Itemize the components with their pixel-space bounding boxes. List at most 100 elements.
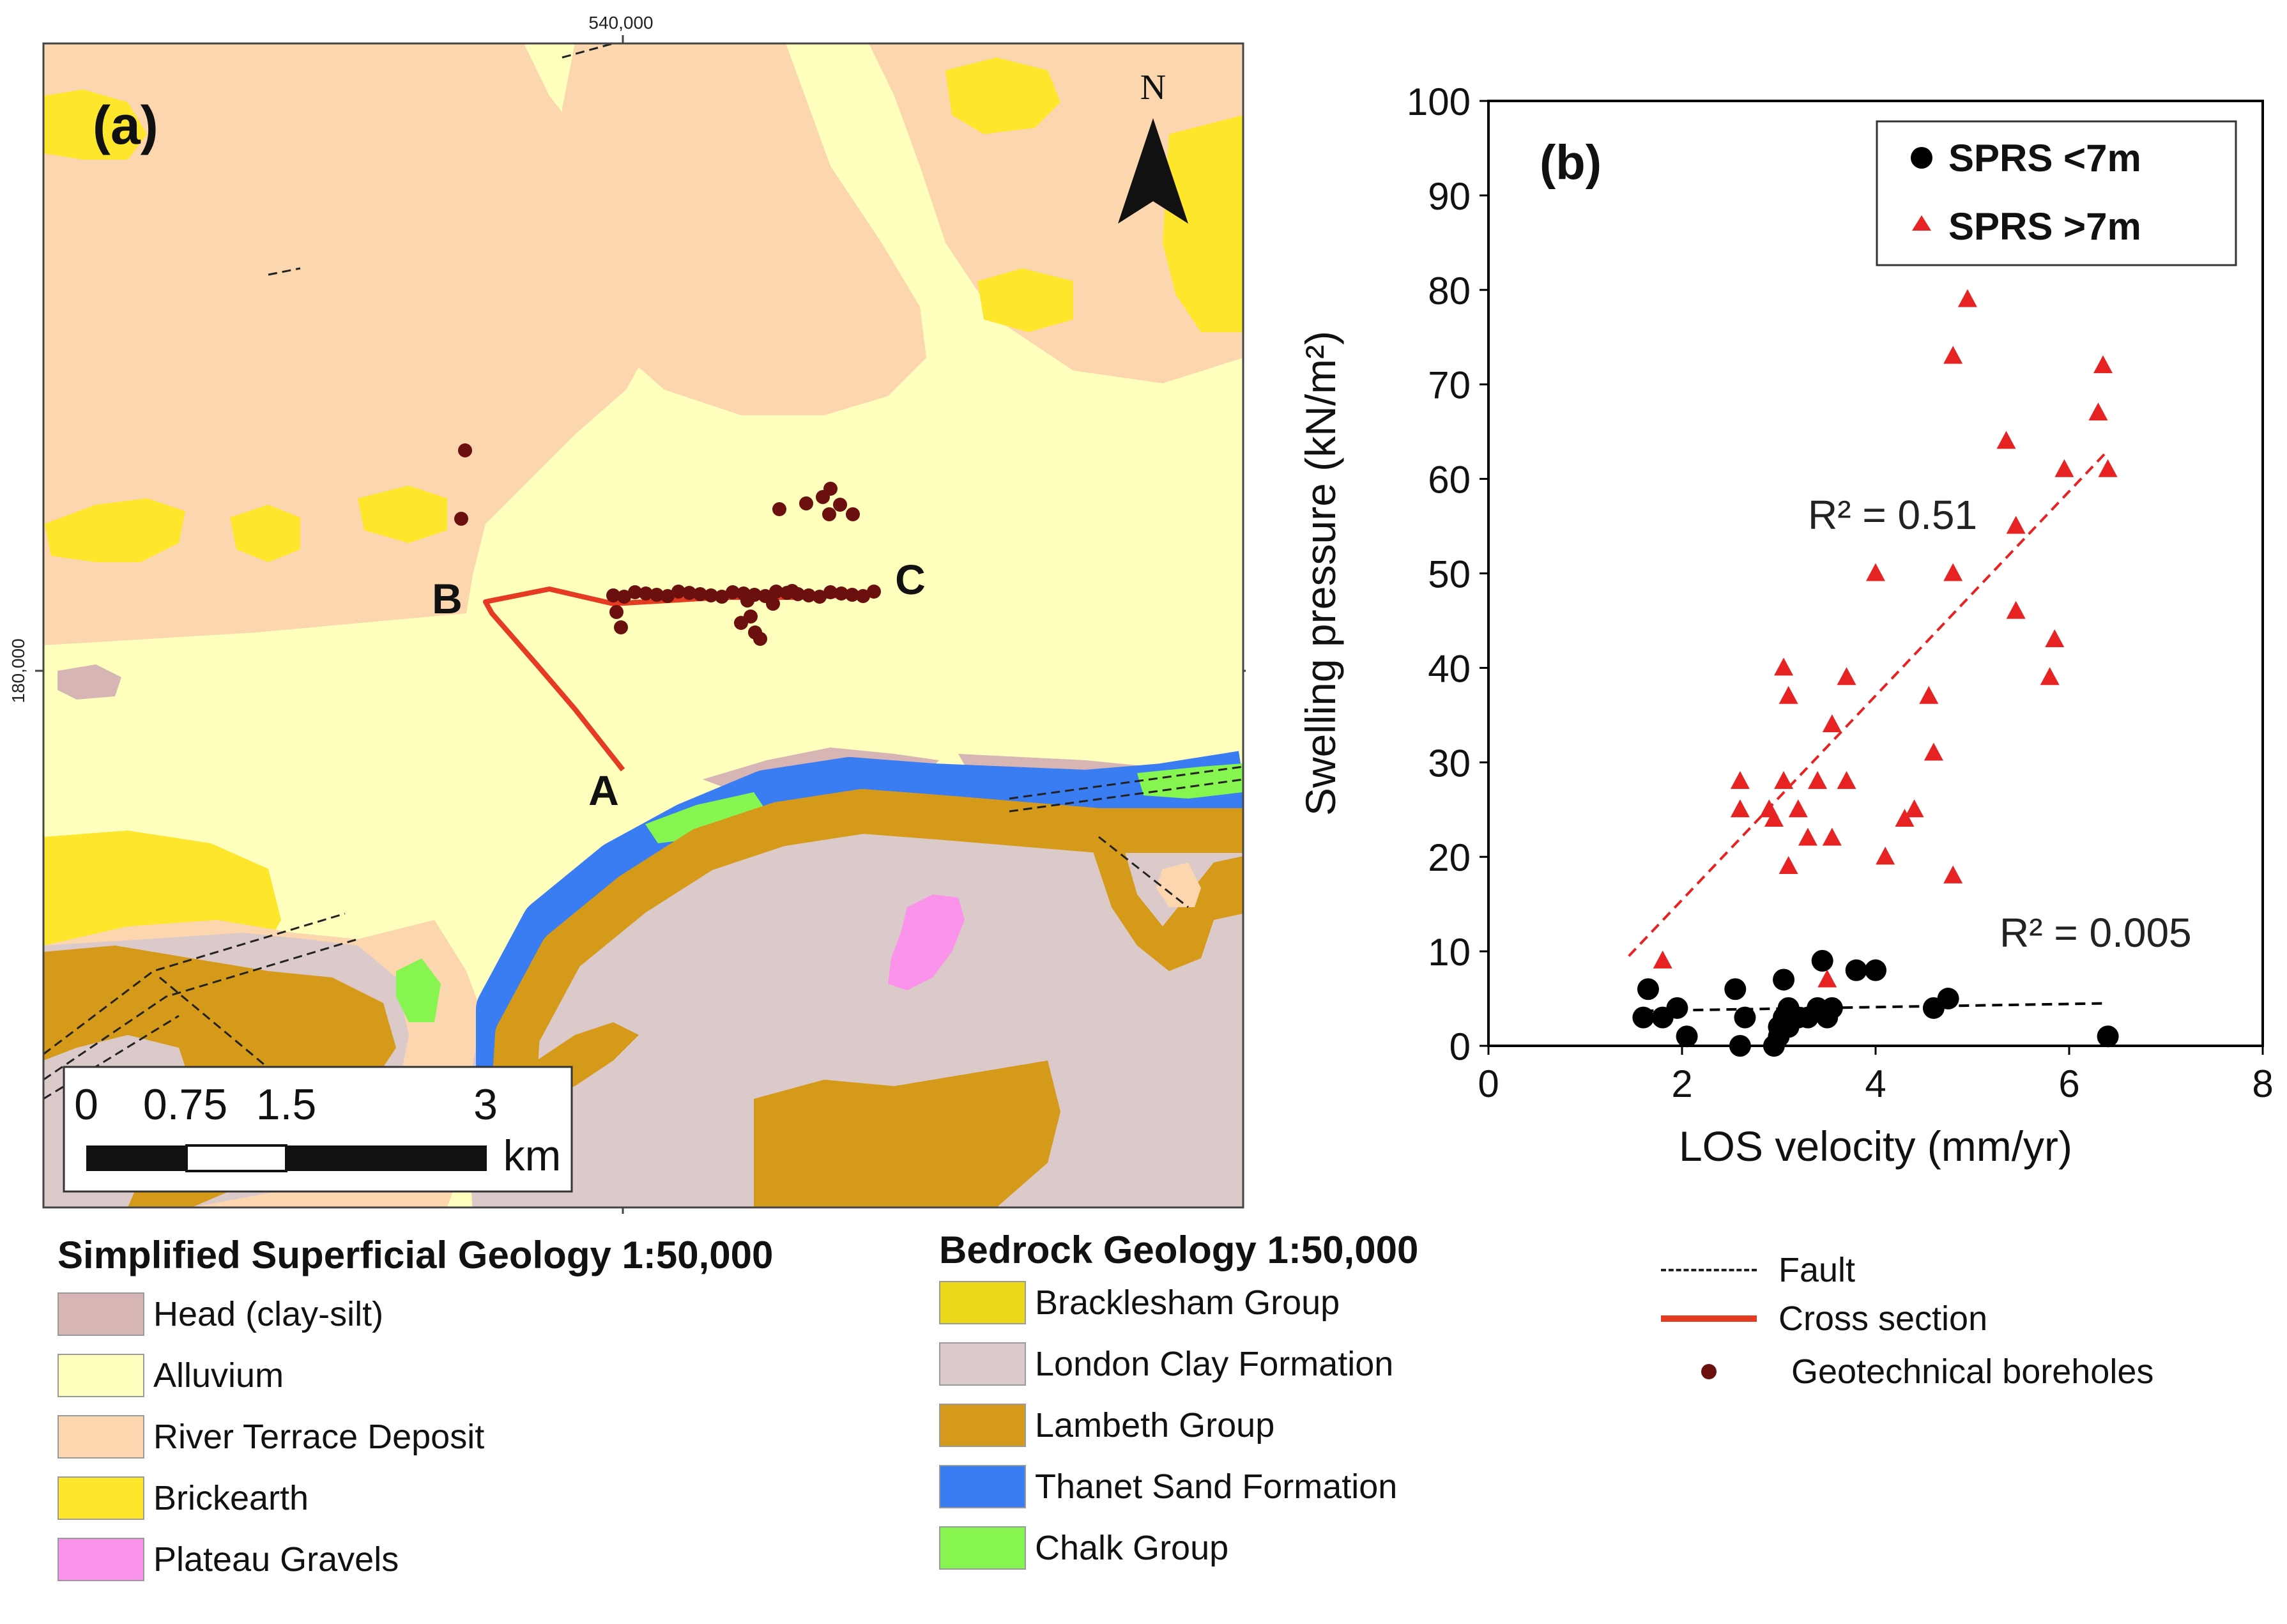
data-point-circle: [1937, 988, 1959, 1010]
borehole-point: [704, 588, 718, 602]
borehole-point: [693, 587, 707, 601]
y-tick-label: 100: [1407, 80, 1471, 123]
fault-lines: [43, 43, 1243, 1100]
borehole-point: [661, 589, 675, 603]
data-point-triangle: [1904, 799, 1924, 818]
borehole-point: [823, 482, 838, 496]
borehole-point: [867, 585, 881, 599]
top-coordinate-label: 540,000: [588, 13, 653, 33]
x-tick-label: 2: [1671, 1062, 1692, 1105]
borehole-point: [822, 507, 836, 521]
scale-tick-0: 0: [74, 1080, 98, 1129]
river-terrace-zone-ne: [869, 43, 1243, 383]
legend-bedrock: Bedrock Geology 1:50,000 Bracklesham Gro…: [939, 1228, 1418, 1579]
river-terrace-zone-se: [1156, 862, 1201, 907]
borehole-point: [766, 597, 780, 611]
data-point-triangle: [1919, 686, 1939, 704]
borehole-point: [639, 586, 653, 601]
y-tick-label: 30: [1428, 742, 1471, 785]
data-point-triangle: [1943, 865, 1963, 884]
legend-swatch: [57, 1538, 144, 1581]
y-tick-label: 20: [1428, 836, 1471, 879]
data-point-triangle: [2006, 601, 2026, 619]
legend-swatch: [57, 1292, 144, 1336]
fault-symbol-icon: [1661, 1269, 1757, 1271]
data-point-triangle: [1653, 950, 1672, 969]
y-axis-label: Swelling pressure (kN/m²): [1297, 331, 1344, 816]
data-point-triangle: [1837, 667, 1856, 686]
legend-swatch: [57, 1476, 144, 1520]
borehole-point: [772, 502, 786, 516]
data-point-triangle: [1943, 563, 1963, 581]
y-tick-label: 80: [1428, 270, 1471, 312]
legend-swatch: [57, 1354, 144, 1397]
data-point-triangle: [1730, 770, 1750, 789]
plateau-gravels-zone: [888, 894, 965, 990]
brickearth-zone-2: [945, 57, 1060, 134]
data-point-triangle: [1876, 846, 1895, 865]
legend-swatch: [939, 1342, 1026, 1386]
legend-bedrock-title: Bedrock Geology 1:50,000: [939, 1229, 1419, 1271]
side-coordinate-label: 180,000: [8, 638, 28, 703]
borehole-point: [813, 590, 827, 604]
legend-item-thanet: Thanet Sand Formation: [939, 1456, 1418, 1517]
legend-item-head: Head (clay-silt): [57, 1283, 773, 1345]
legend-swatch: [939, 1404, 1026, 1447]
chart-panel-label: (b): [1540, 135, 1602, 190]
brickearth-zone-3: [1163, 115, 1243, 332]
data-point-circle: [1734, 1006, 1756, 1029]
brickearth-zone-5: [45, 498, 185, 562]
scale-unit: km: [503, 1131, 562, 1180]
data-point-circle: [1768, 1016, 1790, 1038]
legend-swatch: [939, 1526, 1026, 1570]
data-point-circle: [1821, 997, 1843, 1019]
data-point-triangle: [1764, 809, 1784, 827]
point-label-c: C: [895, 556, 926, 603]
legend-item-lambeth: Lambeth Group: [939, 1395, 1418, 1456]
borehole-point: [799, 496, 813, 510]
data-point-circle: [1632, 1006, 1655, 1029]
legend-superficial-title: Simplified Superficial Geology 1:50,000: [57, 1234, 774, 1276]
r-squared-label: R² = 0.51: [1808, 492, 1977, 538]
borehole-point: [458, 443, 472, 457]
data-point-circle: [1773, 969, 1795, 991]
borehole-point: [715, 590, 729, 604]
legend-triangle-marker: [1912, 215, 1931, 231]
data-point-triangle: [1837, 770, 1856, 789]
head-zone-1: [57, 664, 121, 700]
borehole-point: [785, 584, 799, 598]
geotechnical-boreholes: [454, 443, 881, 646]
data-point-triangle: [1778, 855, 1798, 874]
legend-series-1: SPRS <7m: [1948, 137, 2141, 180]
borehole-point: [606, 588, 620, 602]
legend-symbols: Fault Cross section Geotechnical borehol…: [1648, 1246, 2153, 1400]
legend-item-plateau-gravels: Plateau Gravels: [57, 1529, 773, 1590]
data-point-triangle: [1774, 657, 1794, 676]
legend-swatch: [939, 1465, 1026, 1508]
brickearth-zone-1: [43, 89, 147, 160]
borehole-point: [802, 588, 816, 602]
y-tick-label: 50: [1428, 553, 1471, 596]
svg-text:N: N: [1140, 68, 1166, 107]
y-tick-label: 90: [1428, 175, 1471, 218]
thanet-sand-zone: [476, 751, 1243, 1099]
data-point-triangle: [1924, 742, 1943, 761]
data-point-triangle: [1996, 431, 2016, 449]
r-squared-label: R² = 0.005: [2000, 910, 2192, 956]
data-point-triangle: [1774, 770, 1794, 789]
legend-item-bracklesham: Bracklesham Group: [939, 1272, 1418, 1333]
borehole-point: [846, 507, 860, 521]
data-point-circle: [1811, 949, 1833, 972]
legend-item-alluvium: Alluvium: [57, 1345, 773, 1406]
legend-item-river-terrace: River Terrace Deposit: [57, 1406, 773, 1467]
borehole-point: [856, 589, 870, 603]
data-point-triangle: [2045, 629, 2065, 648]
geology-map: 540,000 180,000 (a) N A B C 0 0.75 1.5 3…: [8, 13, 1246, 1214]
north-arrow-icon: N: [1118, 68, 1188, 224]
data-point-circle: [1729, 1035, 1751, 1057]
scale-tick-075: 0.75: [143, 1080, 227, 1129]
legend-circle-marker: [1911, 147, 1932, 169]
borehole-point: [769, 585, 783, 599]
legend-item-cross-section: Cross section: [1648, 1294, 2153, 1343]
data-point-triangle: [1730, 799, 1750, 818]
